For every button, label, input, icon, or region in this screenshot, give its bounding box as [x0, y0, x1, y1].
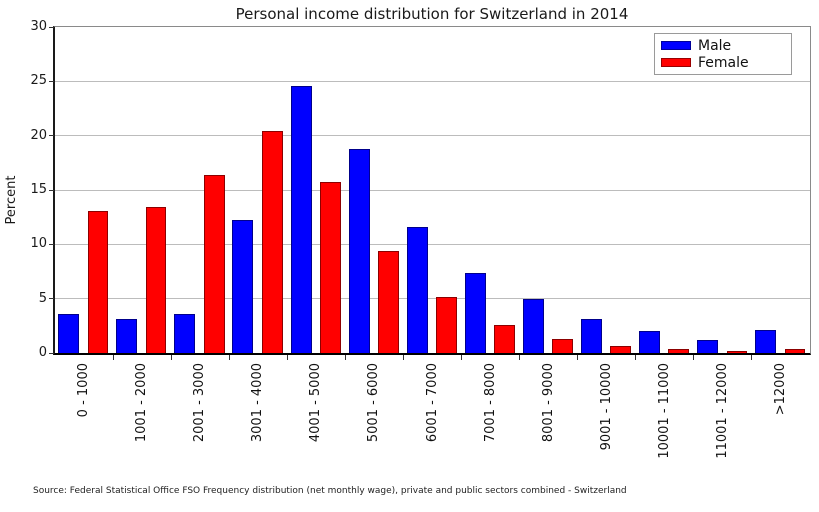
male-bar — [290, 85, 312, 353]
x-tick-label: 5001 - 6000 — [366, 363, 382, 443]
female-bar — [610, 346, 632, 353]
y-tick — [49, 26, 54, 28]
x-tick-label: 7001 - 8000 — [482, 363, 498, 443]
male-bar — [464, 272, 486, 353]
y-tick-label: 10 — [30, 236, 47, 252]
x-tick — [519, 355, 521, 360]
x-tick — [461, 355, 463, 360]
male-bar — [522, 298, 544, 353]
x-tick — [228, 355, 230, 360]
male-bar — [348, 148, 370, 353]
x-tick-label: 10001 - 11000 — [656, 363, 672, 459]
female-bar — [436, 296, 457, 353]
male-bar — [580, 319, 602, 353]
x-tick-label: 0 - 1000 — [76, 363, 92, 418]
y-gridline — [55, 243, 810, 245]
x-tick — [112, 355, 114, 360]
female-bar — [87, 210, 109, 353]
y-gridline — [55, 80, 810, 82]
y-tick — [49, 135, 54, 137]
y-tick — [49, 298, 54, 300]
female-bar — [145, 207, 167, 353]
female-bar — [726, 350, 748, 353]
y-axis-title: Percent — [4, 175, 19, 225]
x-tick-label: 2001 - 3000 — [192, 363, 208, 443]
x-tick-label: 3001 - 4000 — [250, 363, 266, 443]
legend-label-male: Male — [698, 37, 732, 54]
male-bar — [232, 220, 254, 353]
x-tick — [635, 355, 637, 360]
x-tick — [344, 355, 346, 360]
x-tick — [286, 355, 288, 360]
x-tick-label: >12000 — [772, 363, 788, 416]
x-tick — [170, 355, 172, 360]
female-bar — [320, 182, 341, 353]
legend-item-female: Female — [661, 54, 785, 71]
female-bar — [552, 338, 574, 353]
y-gridline — [55, 298, 810, 300]
male-bar — [639, 331, 661, 353]
male-bar — [116, 319, 138, 353]
y-tick — [49, 189, 54, 191]
x-tick-label: 11001 - 12000 — [714, 363, 730, 459]
y-gridline — [55, 189, 810, 191]
male-bar — [755, 330, 777, 353]
female-bar — [378, 250, 399, 353]
male-bar — [406, 226, 428, 353]
legend-label-female: Female — [698, 54, 749, 71]
y-tick — [49, 352, 54, 354]
source-note: Source: Federal Statistical Office FSO F… — [33, 486, 627, 496]
x-tick-label: 8001 - 9000 — [540, 363, 556, 443]
female-bar — [668, 348, 690, 353]
female-bar — [203, 174, 225, 353]
y-tick-label: 5 — [38, 290, 47, 306]
x-tick-label: 9001 - 10000 — [598, 363, 614, 451]
y-gridline — [55, 135, 810, 137]
male-bar — [697, 339, 719, 353]
male-bar — [174, 313, 196, 353]
male-series-swatch — [661, 41, 691, 50]
x-tick — [751, 355, 753, 360]
female-bar — [494, 324, 515, 353]
y-tick-label: 20 — [30, 127, 47, 143]
male-bar — [58, 313, 80, 353]
female-series-swatch — [661, 58, 691, 67]
female-bar — [784, 348, 806, 353]
chart-title: Personal income distribution for Switzer… — [235, 5, 629, 23]
female-bar — [261, 131, 283, 353]
legend-item-male: Male — [661, 37, 785, 54]
y-tick-label: 15 — [30, 182, 47, 197]
x-tick — [402, 355, 404, 360]
x-tick-label: 4001 - 5000 — [308, 363, 324, 443]
y-tick-label: 0 — [38, 345, 47, 360]
x-tick-label: 6001 - 7000 — [424, 363, 440, 443]
x-tick — [693, 355, 695, 360]
legend: Male Female — [654, 33, 792, 75]
plot-area — [53, 26, 811, 355]
y-tick — [49, 80, 54, 82]
y-tick-label: 25 — [30, 73, 47, 89]
x-tick — [577, 355, 579, 360]
y-tick — [49, 243, 54, 245]
x-tick-label: 1001 - 2000 — [134, 363, 150, 443]
y-tick-label: 30 — [30, 19, 47, 34]
